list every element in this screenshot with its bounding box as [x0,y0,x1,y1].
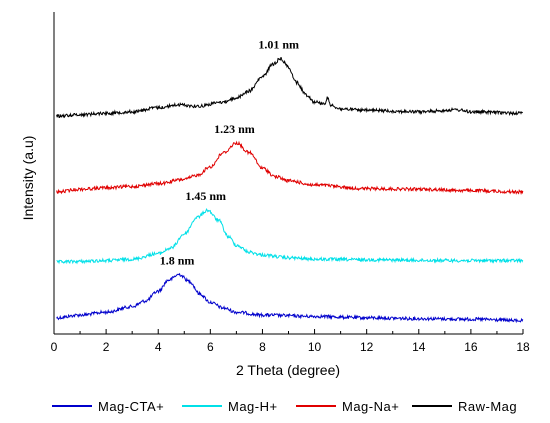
x-tick-label: 6 [207,340,214,354]
x-tick-label: 4 [155,340,162,354]
x-ticks: 0 2 4 6 8 10 12 14 16 18 [51,329,530,354]
peak-label: 1.45 nm [185,189,226,203]
x-tick-label: 2 [103,340,110,354]
axes [53,12,523,335]
x-tick-label: 18 [516,340,530,354]
x-tick-label: 10 [308,340,322,354]
peak-annotations: 1.01 nm 1.23 nm 1.45 nm 1.8 nm [160,38,299,268]
peak-label: 1.01 nm [258,38,299,52]
legend-label-mag-cta: Mag-CTA+ [98,399,164,414]
legend: Mag-CTA+ Mag-H+ Mag-Na+ Raw-Mag [52,399,517,414]
x-tick-label: 16 [464,340,478,354]
peak-label: 1.23 nm [214,122,255,136]
peak-label: 1.8 nm [160,253,195,267]
legend-label-raw-mag: Raw-Mag [458,399,517,414]
x-tick-label: 0 [51,340,58,354]
plot-lines [56,56,524,324]
x-tick-label: 8 [259,340,266,354]
legend-label-mag-na: Mag-Na+ [342,399,399,414]
series-line-mag-na [56,140,524,196]
x-axis-title: 2 Theta (degree) [236,362,340,378]
y-axis-title: Intensity (a.u) [20,136,36,221]
x-tick-label: 14 [412,340,426,354]
legend-label-mag-h: Mag-H+ [228,399,278,414]
x-tick-label: 12 [360,340,374,354]
series-line-raw-mag [56,56,523,119]
series-line-mag-h [56,208,524,265]
series-line-mag-cta [56,272,524,324]
